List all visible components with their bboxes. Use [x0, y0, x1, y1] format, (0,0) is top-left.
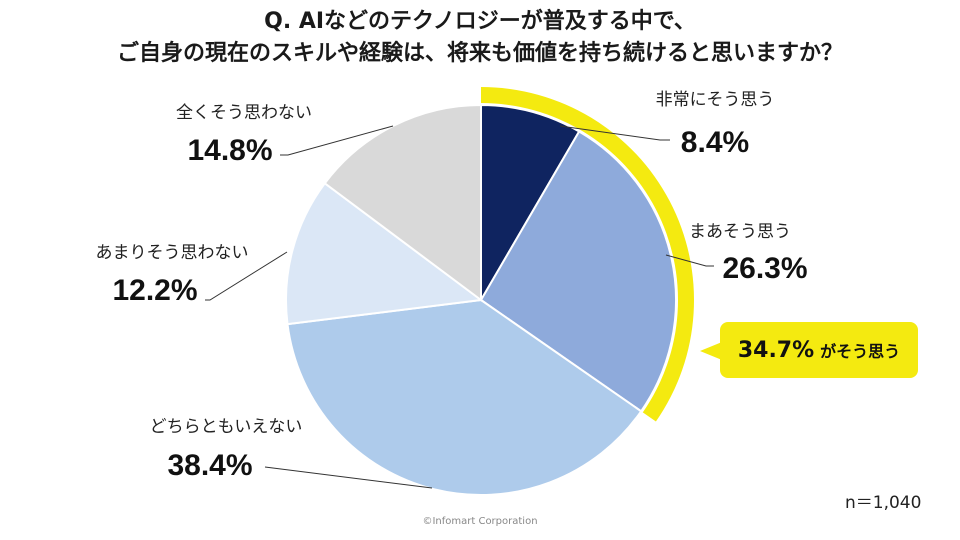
slice-label-2: まあそう思う — [689, 222, 791, 242]
callout-pointer — [700, 342, 722, 360]
pie-slice-4 — [285, 181, 484, 326]
leader-line-3 — [264, 466, 433, 489]
pie-slice-5 — [323, 103, 482, 302]
chart-title-line1: Q. AIなどのテクノロジーが普及する中で、 — [264, 9, 696, 34]
pie-slice-1 — [480, 103, 581, 304]
leader-line-1 — [559, 125, 670, 141]
slice-value-1: 8.4% — [681, 126, 749, 159]
slice-label-1: 非常にそう思う — [656, 90, 775, 110]
slice-value-4: 12.2% — [112, 274, 197, 307]
sample-size-label: n＝1,040 — [845, 493, 922, 513]
slice-value-5: 14.8% — [187, 134, 272, 167]
pie-slice-3 — [286, 298, 643, 496]
highlight-arc — [481, 87, 695, 422]
callout-badge: 34.7% がそう思う — [720, 322, 918, 378]
copyright-text: ©Infomart Corporation — [422, 516, 538, 527]
leader-line-2 — [665, 254, 714, 267]
leader-line-4 — [205, 251, 288, 301]
slice-value-2: 26.3% — [722, 252, 807, 285]
slice-label-5: 全くそう思わない — [176, 103, 312, 123]
callout-text: がそう思う — [820, 342, 901, 361]
leader-line-5 — [280, 125, 394, 156]
chart-title-line2: ご自身の現在のスキルや経験は、将来も価値を持ち続けると思いますか？ — [116, 41, 843, 66]
pie-slice-2 — [479, 130, 677, 413]
callout-value: 34.7% — [737, 337, 815, 363]
slice-value-3: 38.4% — [167, 449, 252, 482]
slice-label-3: どちらともいえない — [150, 417, 303, 437]
slice-label-4: あまりそう思わない — [96, 243, 249, 263]
